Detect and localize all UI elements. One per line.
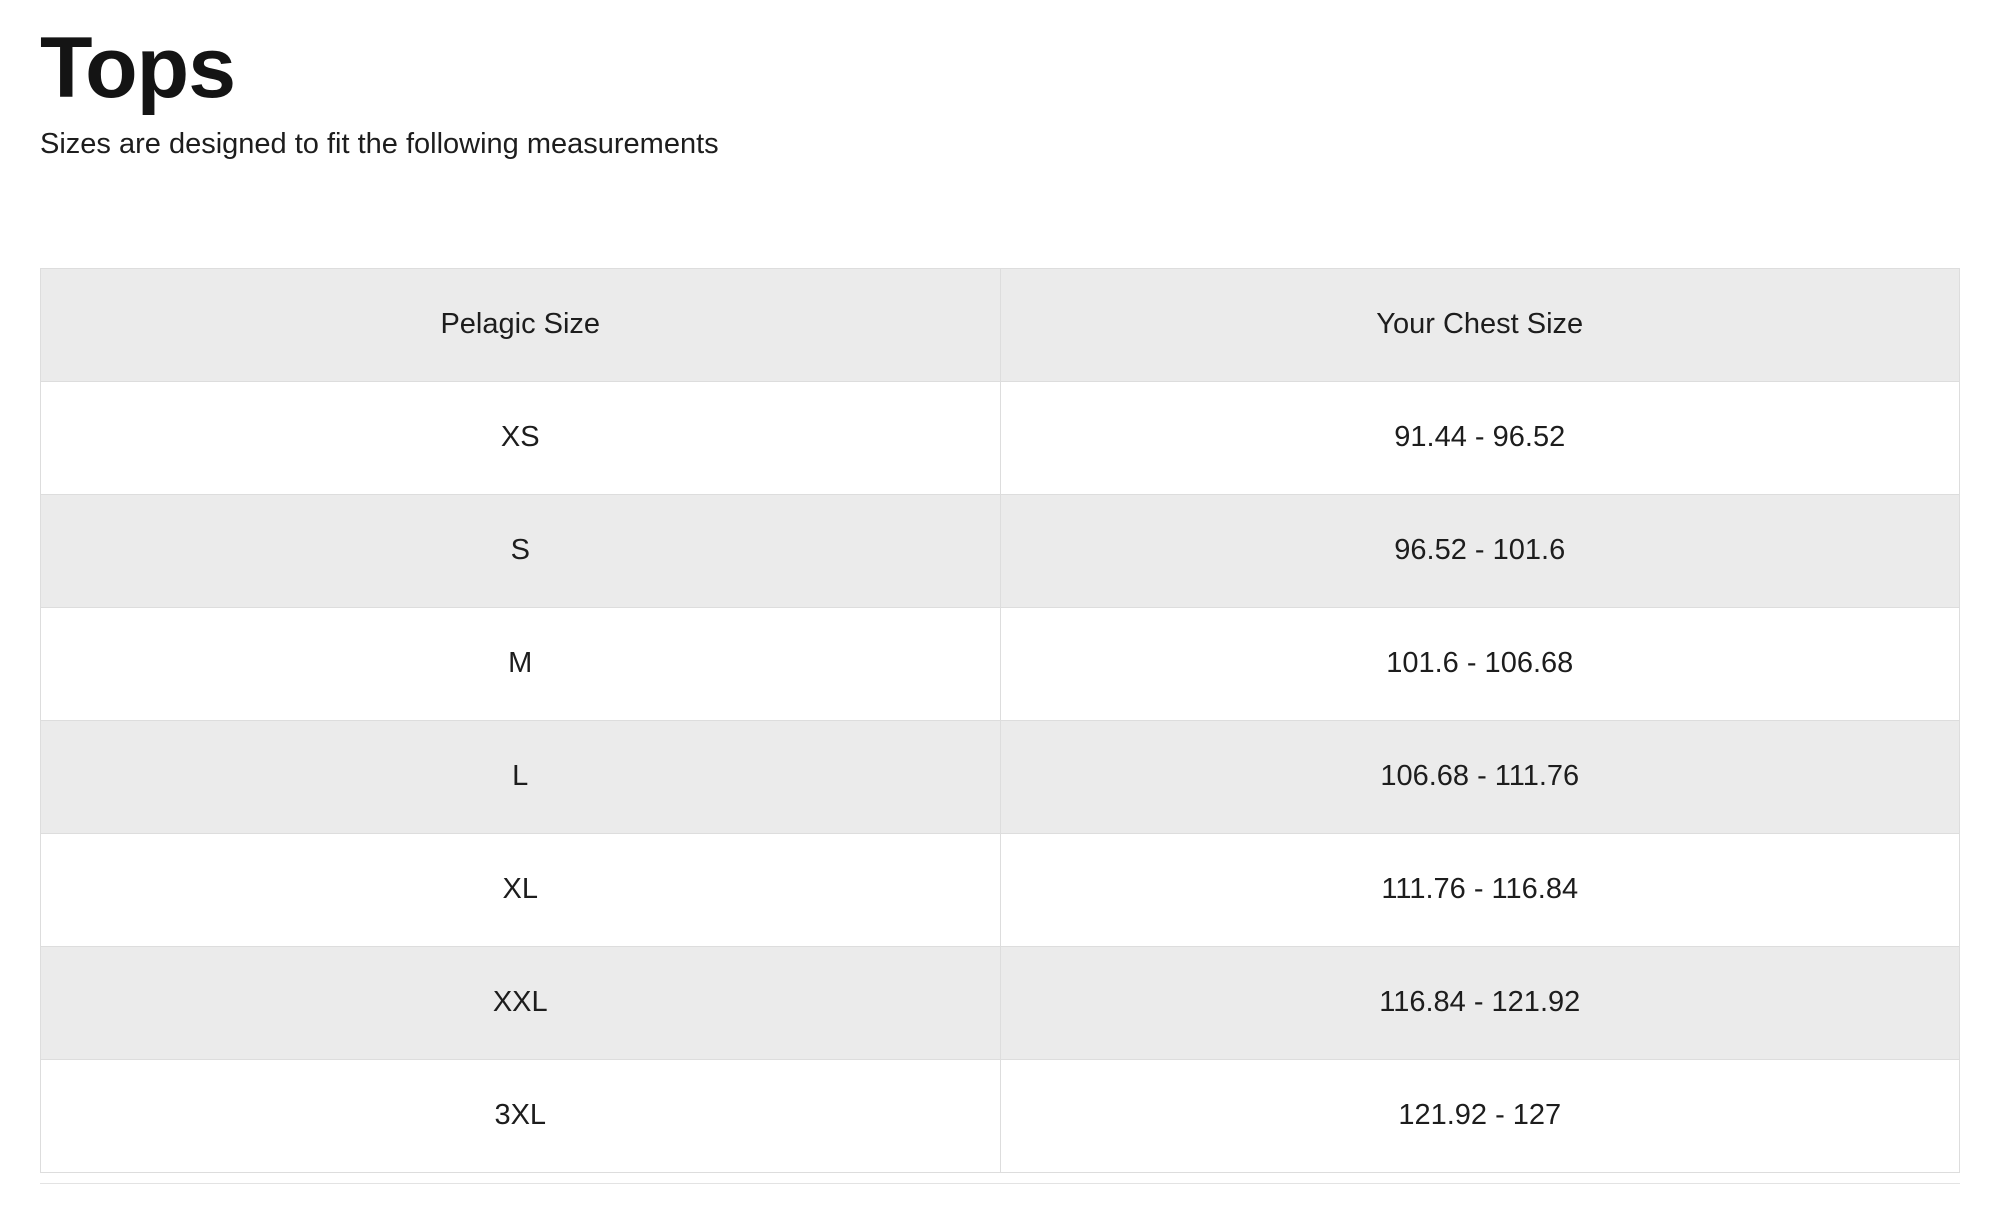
table-row: L 106.68 - 111.76	[40, 719, 1960, 834]
chest-range-cell: 111.76 - 116.84	[999, 832, 1960, 947]
table-row: 3XL 121.92 - 127	[40, 1058, 1960, 1173]
chest-range-cell: 96.52 - 101.6	[999, 493, 1960, 608]
next-section-divider	[40, 1182, 1960, 1184]
chest-range-cell: 101.6 - 106.68	[999, 606, 1960, 721]
size-cell: S	[40, 493, 1001, 608]
size-cell: XXL	[40, 945, 1001, 1060]
table-row: XXL 116.84 - 121.92	[40, 945, 1960, 1060]
table-row: XS 91.44 - 96.52	[40, 380, 1960, 495]
chest-range-cell: 121.92 - 127	[999, 1058, 1960, 1173]
table-row: M 101.6 - 106.68	[40, 606, 1960, 721]
size-chart-page: Tops Sizes are designed to fit the follo…	[0, 20, 2000, 1184]
chest-range-cell: 106.68 - 111.76	[999, 719, 1960, 834]
page-subtitle: Sizes are designed to fit the following …	[40, 128, 719, 161]
chest-range-cell: 91.44 - 96.52	[999, 380, 1960, 495]
size-cell: M	[40, 606, 1001, 721]
table-row: XL 111.76 - 116.84	[40, 832, 1960, 947]
size-cell: 3XL	[40, 1058, 1001, 1173]
table-header-row: Pelagic Size Your Chest Size	[40, 267, 1960, 382]
table-row: S 96.52 - 101.6	[40, 493, 1960, 608]
size-cell: XS	[40, 380, 1001, 495]
column-header-your-chest-size: Your Chest Size	[999, 267, 1960, 382]
size-cell: L	[40, 719, 1001, 834]
column-header-pelagic-size: Pelagic Size	[40, 267, 1001, 382]
size-chart-table: Pelagic Size Your Chest Size XS 91.44 - …	[40, 267, 1960, 1173]
size-cell: XL	[40, 832, 1001, 947]
chest-range-cell: 116.84 - 121.92	[999, 945, 1960, 1060]
page-title: Tops	[40, 20, 236, 116]
